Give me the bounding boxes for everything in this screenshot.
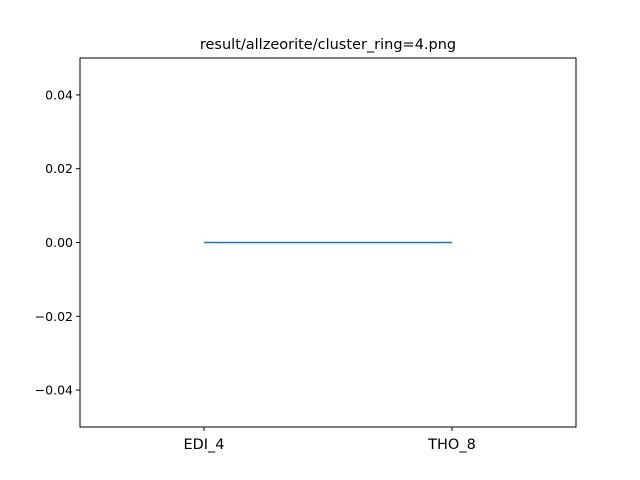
- y-tick-label: 0.02: [45, 161, 73, 176]
- x-tick-label: THO_8: [427, 437, 476, 453]
- y-tick-label: −0.04: [35, 383, 73, 398]
- x-tick-label: EDI_4: [183, 437, 224, 453]
- y-tick-label: −0.02: [35, 309, 73, 324]
- y-tick-label: 0.00: [45, 235, 73, 250]
- axes-frame: [79, 57, 577, 428]
- y-tick-label: 0.04: [45, 87, 73, 102]
- chart-title: result/allzeorite/cluster_ring=4.png: [200, 37, 456, 53]
- plot-area: 0.04 0.02 0.00 −0.02 −0.04 EDI_4 THO_8: [35, 57, 577, 453]
